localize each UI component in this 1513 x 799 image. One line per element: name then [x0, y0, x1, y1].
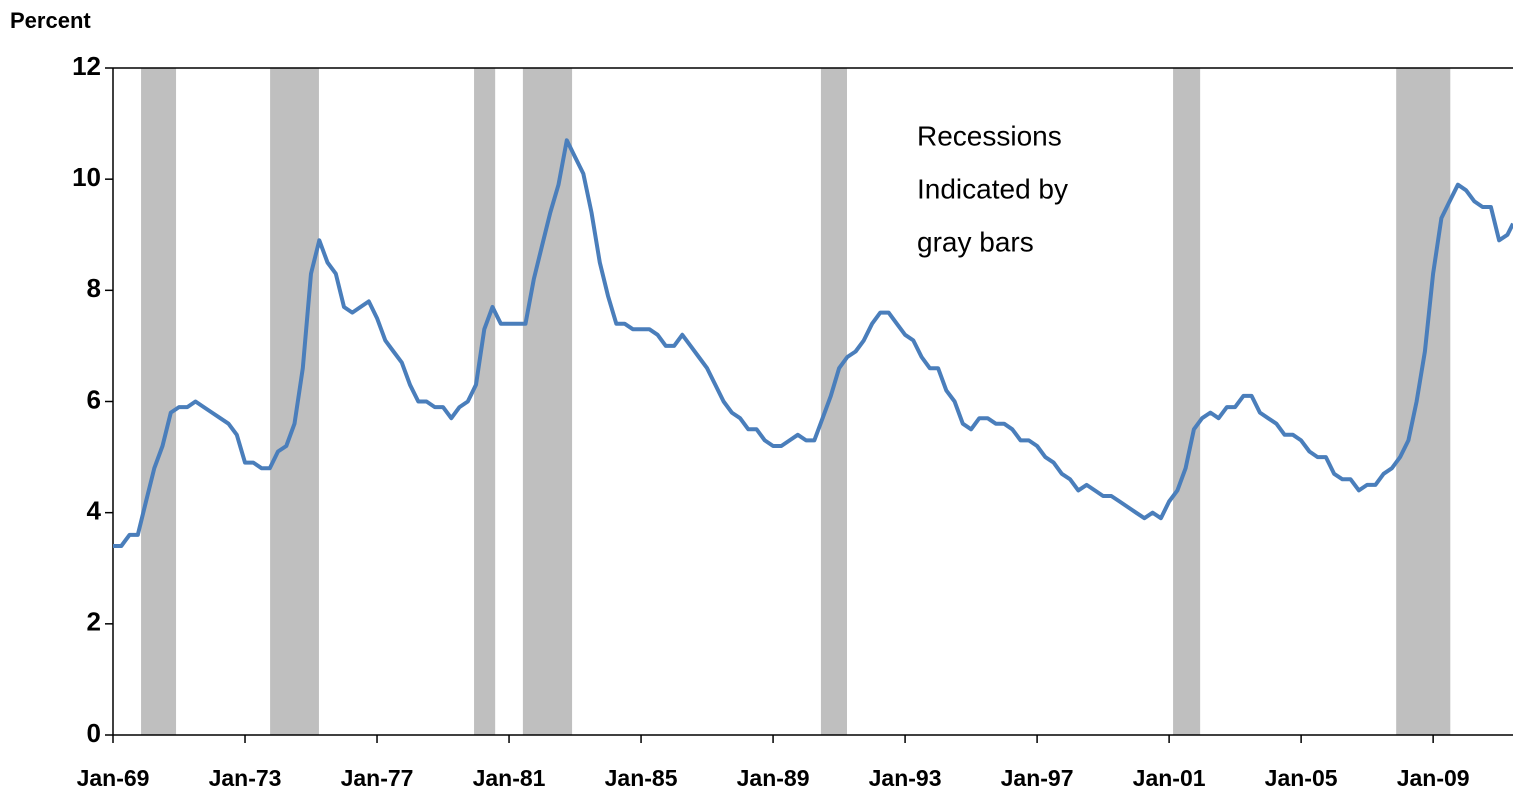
- y-tick-label: 10: [72, 162, 101, 192]
- x-tick-label: Jan-05: [1265, 765, 1338, 791]
- x-tick-label: Jan-69: [77, 765, 150, 791]
- recession-band: [141, 68, 177, 735]
- data-line: [113, 138, 1513, 548]
- x-tick-label: Jan-73: [209, 765, 282, 791]
- x-tick-label: Jan-85: [605, 765, 678, 791]
- recession-band: [270, 68, 319, 735]
- x-tick-label: Jan-97: [1001, 765, 1074, 791]
- x-tick-label: Jan-77: [341, 765, 414, 791]
- y-tick-label: 0: [87, 718, 101, 748]
- recession-band: [522, 68, 573, 735]
- recession-band: [474, 68, 496, 735]
- recession-band: [1396, 68, 1451, 735]
- y-tick-label: 8: [87, 273, 101, 303]
- y-tick-label: 4: [87, 496, 102, 526]
- y-tick-label: 12: [72, 51, 101, 81]
- recession-band: [1173, 68, 1201, 735]
- x-tick-label: Jan-01: [1133, 765, 1206, 791]
- annotation: gray bars: [917, 226, 1034, 257]
- y-tick-label: 6: [87, 384, 101, 414]
- x-tick-label: Jan-81: [473, 765, 546, 791]
- annotation: Recessions: [917, 120, 1062, 151]
- y-tick-label: 2: [87, 607, 101, 637]
- x-tick-label: Jan-09: [1397, 765, 1470, 791]
- y-axis-label: Percent: [10, 8, 91, 33]
- x-tick-label: Jan-89: [737, 765, 810, 791]
- annotation: Indicated by: [917, 173, 1068, 204]
- x-tick-label: Jan-93: [869, 765, 942, 791]
- recession-band: [820, 68, 847, 735]
